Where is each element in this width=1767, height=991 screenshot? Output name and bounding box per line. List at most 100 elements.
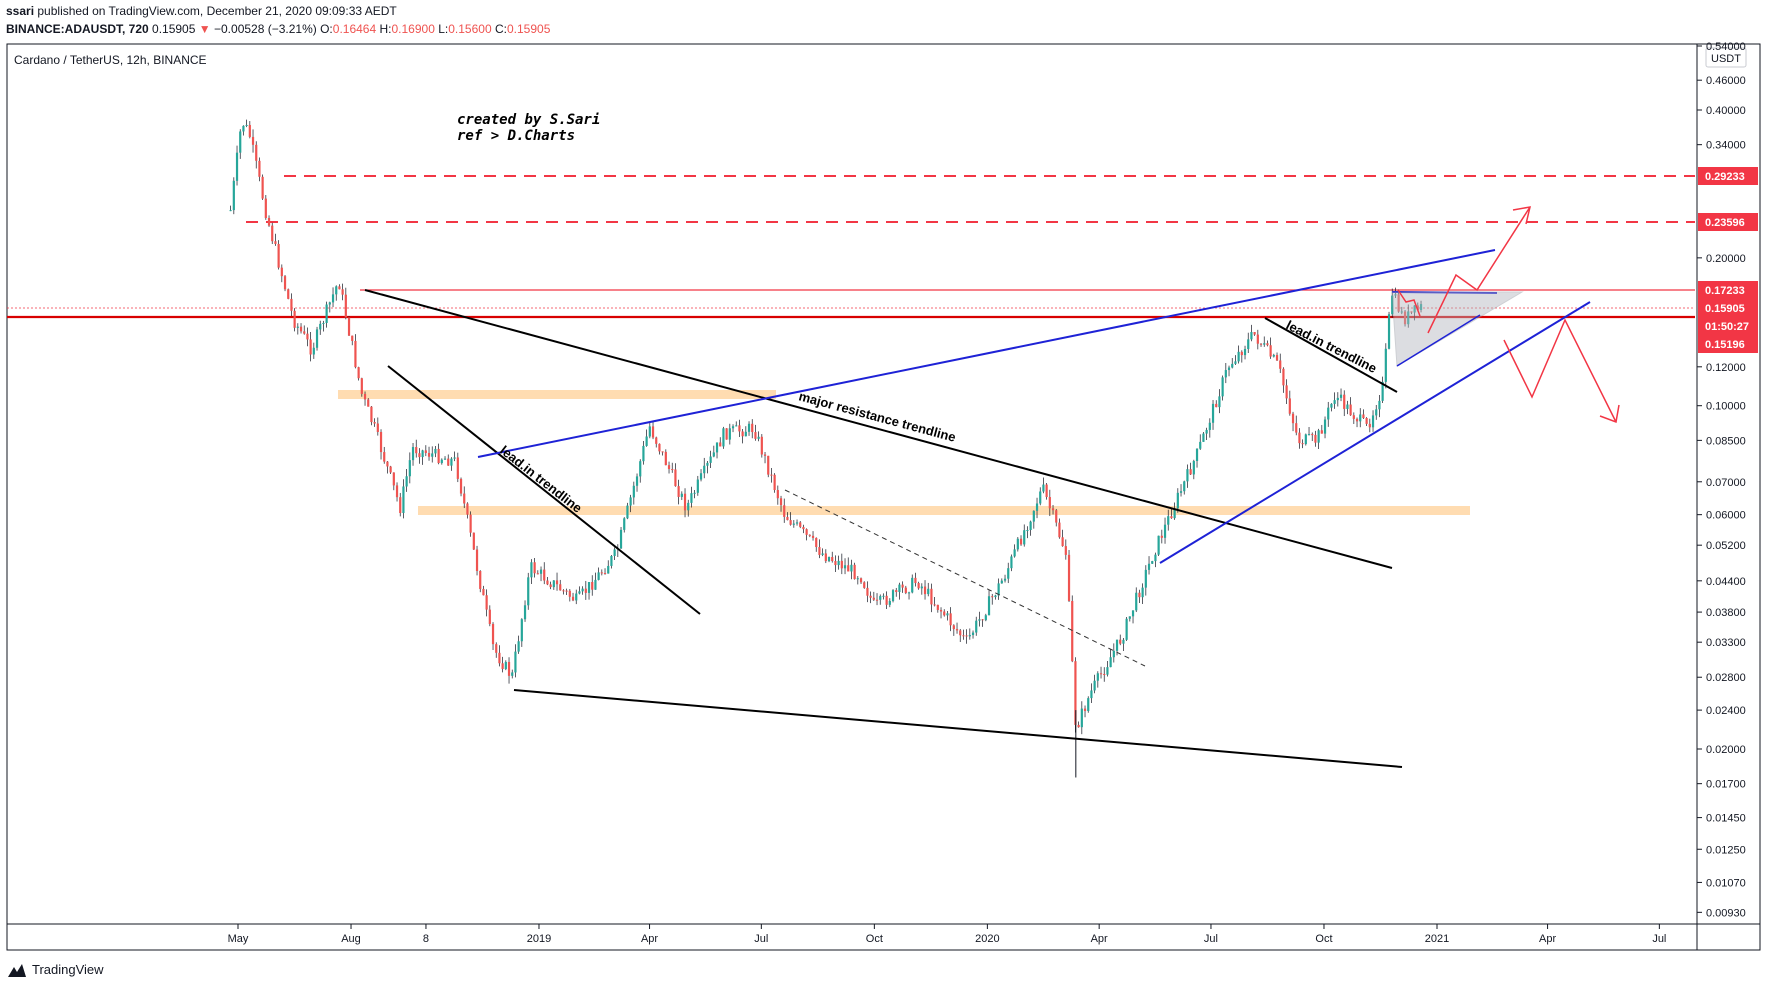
triangle-top-line[interactable] xyxy=(1391,291,1498,294)
candle-body xyxy=(1304,434,1307,445)
candle-body xyxy=(1183,481,1186,492)
candle-body xyxy=(1250,332,1253,340)
dashed-trendline[interactable] xyxy=(784,489,1146,667)
time-axis-ticks: May Aug 8 2019 Apr Jul Oct 2020 Apr Jul Oct 2021 Apr… xyxy=(228,924,1666,945)
price-axis-area[interactable] xyxy=(1696,43,1761,951)
candle-body xyxy=(1192,461,1195,475)
low-label: L: xyxy=(438,22,449,36)
major-resistance-trendline[interactable] xyxy=(364,289,1393,569)
candle-body xyxy=(296,326,299,328)
candle-body xyxy=(530,562,533,578)
candle-body xyxy=(555,580,559,585)
time-axis-area[interactable] xyxy=(6,923,1698,951)
candle-body xyxy=(1106,667,1109,675)
candle-body xyxy=(415,447,418,454)
candle-body xyxy=(546,580,549,585)
candle-body xyxy=(1391,295,1394,315)
candle-body xyxy=(1061,537,1064,547)
candle-body xyxy=(715,442,719,453)
candle-body xyxy=(1323,419,1327,434)
blue-upper-trendline[interactable] xyxy=(477,249,1496,458)
footer-brand[interactable]: TradingView xyxy=(32,962,104,977)
candle-body xyxy=(1013,549,1016,557)
candle-body xyxy=(1339,394,1343,398)
candle-body xyxy=(1186,469,1189,482)
candle-body xyxy=(1202,433,1205,442)
publisher-name[interactable]: ssari xyxy=(6,4,35,18)
candle-body xyxy=(1394,294,1397,296)
candle-body xyxy=(1048,497,1051,509)
candle-body xyxy=(843,565,847,569)
candle-body xyxy=(1253,332,1256,335)
bullish-arrowhead-icon xyxy=(1512,206,1531,225)
open-label: O: xyxy=(320,22,333,36)
candle-body xyxy=(850,564,853,572)
candle-body xyxy=(1243,348,1247,356)
candle-body xyxy=(255,144,258,161)
candle-body xyxy=(251,136,255,145)
price-label-box xyxy=(1698,335,1758,353)
price-tick-label: 0.01250 xyxy=(1706,844,1746,856)
price-label-box xyxy=(1698,281,1758,299)
price-change: −0.00528 (−3.21%) xyxy=(214,22,317,36)
candle-body xyxy=(1221,377,1224,397)
candle-body xyxy=(520,619,523,642)
candle-body xyxy=(891,590,895,601)
candle-body xyxy=(258,160,261,177)
candle-body xyxy=(392,472,395,486)
candle-body xyxy=(1272,355,1275,357)
lead-in-trendline-2018[interactable] xyxy=(387,365,701,615)
tradingview-logo-icon[interactable] xyxy=(8,963,26,977)
publish-info: ssari published on TradingView.com, Dece… xyxy=(6,2,550,20)
candle-body xyxy=(1135,592,1138,611)
support-trendline-bottom[interactable] xyxy=(513,689,1403,768)
candle-body xyxy=(1195,448,1199,462)
candle-body xyxy=(245,124,248,126)
candle-body xyxy=(367,399,370,407)
price-axis-ticks: 0.54000 0.46000 0.40000 0.34000 0.20000 0.120… xyxy=(1697,41,1746,919)
candle-body xyxy=(283,276,287,290)
candle-body xyxy=(1208,422,1211,430)
candle-body xyxy=(1167,516,1170,525)
candle-body xyxy=(1346,404,1349,409)
candle-body xyxy=(741,431,744,437)
candle-body xyxy=(360,378,363,394)
triangle-bottom-line[interactable] xyxy=(1396,314,1481,367)
candle-body xyxy=(248,124,251,137)
candle-body xyxy=(591,581,594,590)
candle-body xyxy=(277,243,280,268)
price-label-box xyxy=(1698,317,1758,335)
candle-body xyxy=(719,442,722,447)
candle-body xyxy=(267,217,271,226)
candle-body xyxy=(645,436,648,446)
price-tick-label: 0.10000 xyxy=(1706,401,1746,413)
candle-body xyxy=(459,478,463,494)
candle-body xyxy=(1189,469,1192,475)
candle-body xyxy=(1151,561,1154,564)
candle-body xyxy=(1170,516,1173,519)
symbol-name[interactable]: BINANCE:ADAUSDT, 720 xyxy=(6,22,149,36)
candle-body xyxy=(815,537,818,548)
annotation-lead-in-2018: lead.in trendline xyxy=(497,443,585,516)
candle-body xyxy=(699,473,703,480)
price-label-text: 0.15905 xyxy=(1705,303,1745,315)
watermark-line1: created by S.Sari xyxy=(457,112,600,128)
trendline-annotations: lead.in trendline major resistance trend… xyxy=(497,317,1379,515)
candle-body xyxy=(482,588,485,596)
candle-body xyxy=(402,486,405,514)
bullish-projection-arrow[interactable] xyxy=(1427,206,1531,334)
lead-in-trendline-2020[interactable] xyxy=(1264,317,1398,393)
candle-body xyxy=(1416,305,1419,311)
bearish-projection-arrow[interactable] xyxy=(1503,318,1617,423)
candle-body xyxy=(1295,423,1298,433)
price-tick-label: 0.03800 xyxy=(1706,607,1746,619)
candle-body xyxy=(904,587,907,593)
price-tick-label: 0.02000 xyxy=(1706,744,1746,756)
close-label: C: xyxy=(494,22,507,36)
time-tick-label: 8 xyxy=(423,933,429,945)
candle-body xyxy=(427,452,431,457)
time-tick-label: May xyxy=(228,933,249,945)
blue-lower-trendline[interactable] xyxy=(1159,301,1591,564)
candle-body xyxy=(959,630,962,636)
